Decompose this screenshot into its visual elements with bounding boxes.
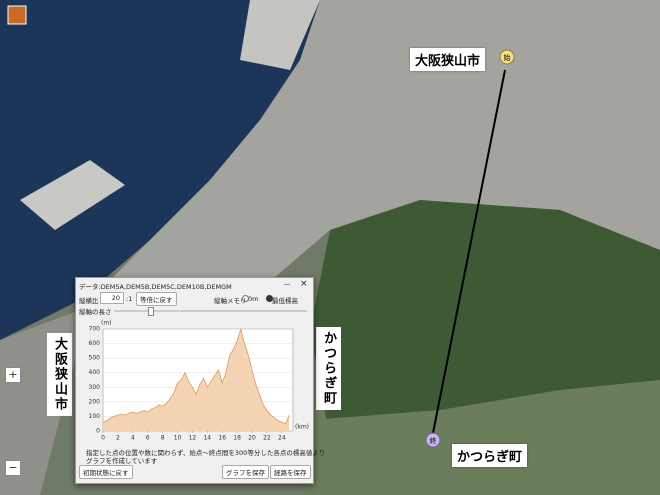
x-tick-label: 8 xyxy=(161,435,165,442)
axis-length-label: 縦軸の長さ xyxy=(79,308,112,316)
minimize[interactable]: — xyxy=(284,280,291,288)
x-tick-label: 0 xyxy=(101,435,105,442)
side-label-left: 大阪狭山市 xyxy=(47,333,72,416)
axis-memory-label: 縦軸メモリ xyxy=(214,297,247,305)
zoom-out[interactable]: − xyxy=(5,460,21,476)
x-axis-label: (km) xyxy=(295,424,309,431)
start-label: 大阪狭山市 xyxy=(410,48,486,71)
profile-dialog: データ:DEM5A,DEM5B,DEM5C,DEM10B,DEMGM — × 縦… xyxy=(75,277,325,484)
x-tick-label: 4 xyxy=(131,435,135,442)
zoom-in[interactable]: + xyxy=(5,367,21,383)
option-min[interactable]: 最低標高 xyxy=(272,297,298,305)
save-route-button[interactable]: 経路を保存 xyxy=(270,465,311,479)
ratio-unit: :1 xyxy=(126,295,133,303)
save-graph-button[interactable]: グラフを保存 xyxy=(222,465,269,479)
x-tick-label: 22 xyxy=(263,435,271,442)
y-tick-label: 100 xyxy=(89,413,101,420)
reset-button[interactable]: 初期状態に戻す xyxy=(79,465,133,479)
close[interactable]: × xyxy=(300,279,308,289)
y-tick-label: 600 xyxy=(89,340,101,347)
y-axis-label: (m) xyxy=(101,320,112,327)
y-tick-label: 400 xyxy=(89,369,101,376)
option-zero[interactable]: 0m xyxy=(248,295,259,303)
x-tick-label: 2 xyxy=(116,435,120,442)
y-tick-label: 0 xyxy=(96,428,100,435)
line xyxy=(102,327,290,425)
reset-ratio-button[interactable]: 等倍に戻す xyxy=(136,292,177,306)
x-tick-label: 20 xyxy=(248,435,256,442)
ratio-label: 縦横比 xyxy=(79,297,99,305)
note-line: 指定した点の位置や数に関わらず、始点～終点間を300等分した各点の標高値より xyxy=(86,449,326,457)
y-tick-label: 200 xyxy=(89,398,101,405)
radio-selected[interactable] xyxy=(266,295,273,302)
start-pin[interactable]: 始 xyxy=(504,53,511,62)
side-label-right: かつらぎ町 xyxy=(316,327,341,410)
end-label: かつらぎ町 xyxy=(452,444,528,467)
area xyxy=(103,329,290,431)
y-tick-label: 700 xyxy=(89,326,101,333)
ratio-input[interactable]: 20 xyxy=(100,292,124,304)
slider-thumb[interactable] xyxy=(148,307,154,316)
slider[interactable] xyxy=(114,310,307,312)
y-tick-label: 300 xyxy=(89,384,101,391)
radio[interactable] xyxy=(242,295,249,302)
x-tick-label: 16 xyxy=(218,435,226,442)
end-pin[interactable]: 終 xyxy=(430,436,437,445)
x-tick-label: 18 xyxy=(233,435,241,442)
x-tick-label: 24 xyxy=(278,435,286,442)
y-tick-label: 500 xyxy=(89,355,101,362)
x-tick-label: 10 xyxy=(174,435,182,442)
x-tick-label: 14 xyxy=(203,435,211,442)
dialog-title: データ:DEM5A,DEM5B,DEM5C,DEM10B,DEMGM xyxy=(79,283,232,291)
x-tick-label: 12 xyxy=(189,435,197,442)
x-tick-label: 6 xyxy=(146,435,150,442)
note-line: グラフを作成しています xyxy=(86,457,158,465)
